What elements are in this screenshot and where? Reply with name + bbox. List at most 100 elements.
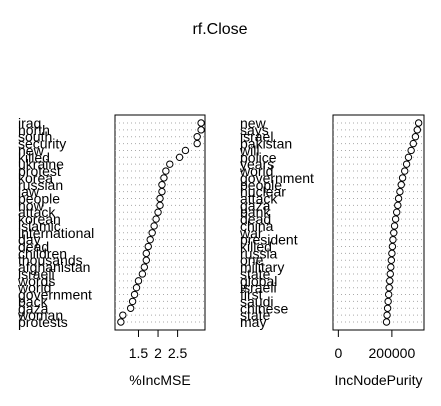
row-label: saudi [240,293,273,309]
data-point [142,249,151,258]
data-point [409,139,417,148]
data-point [158,187,166,196]
row-label: back [18,293,49,309]
row-label: government [240,170,314,186]
row-label: nuclear [240,184,286,200]
row-label: day [18,232,41,248]
row-label: words [17,273,55,289]
x-tick-label: 2.5 [168,345,188,361]
x-axis-label: IncNodePurity [335,372,423,388]
row-label: korean [18,211,61,227]
data-point [148,229,156,237]
data-point [404,153,413,162]
data-point [134,277,143,285]
data-point [382,318,391,326]
data-point [386,277,394,285]
row-label: attack [240,190,278,206]
row-label: world [17,280,51,296]
data-point [414,119,423,127]
row-label: islamic [18,218,61,234]
data-point [390,222,399,230]
data-point [397,181,405,189]
x-axis-label: %IncMSE [129,372,190,388]
data-point [389,235,397,244]
row-label: global [240,273,277,289]
row-label: south [18,129,52,145]
data-point [402,160,411,168]
data-point [119,311,127,319]
data-point [175,153,184,162]
row-label: military [240,259,284,275]
data-point [396,187,404,196]
row-label: israel [240,129,273,145]
row-label: president [240,232,298,248]
data-point [384,290,393,299]
plot-frame [114,114,206,331]
row-label: dead [240,211,271,227]
data-point [156,194,164,203]
row-label: security [18,136,66,152]
data-point [390,229,398,237]
x-tick-label: 200000 [369,345,416,361]
row-label: may [240,314,266,330]
row-label: gaza [240,197,271,213]
row-label: iraq [18,115,41,131]
row-label: russia [240,245,278,261]
row-label: afghanistan [18,259,90,275]
data-point [126,304,135,312]
row-label: will [239,142,259,158]
data-point [385,283,393,292]
data-point [162,167,170,175]
data-point [407,146,415,155]
x-tick-label: 2 [154,345,162,361]
data-point [154,208,162,216]
row-label: new [240,115,267,131]
row-label: thousands [18,252,83,268]
data-point [142,256,151,264]
row-label: chinese [240,300,288,316]
row-label: korea [18,170,53,186]
data-point [383,311,391,319]
row-label: war [239,225,263,241]
row-label: people [18,190,60,206]
data-point [387,263,395,271]
data-point [152,215,160,223]
chart-title: rf.Close [192,21,247,38]
row-label: says [240,122,269,138]
data-point [393,208,401,216]
data-point [138,270,147,278]
row-label: new [18,142,45,158]
row-label: first [240,287,263,303]
data-point [388,249,396,258]
row-label: children [18,245,67,261]
data-point [197,119,205,127]
row-label: dead [18,239,49,255]
row-label: state [240,266,271,282]
data-point [387,256,396,264]
row-label: north [18,122,50,138]
data-point [193,139,201,148]
data-point [146,235,154,244]
data-point [150,222,158,230]
data-point [411,133,420,141]
data-point [388,242,397,251]
panel-2: newsaysisraelpakistanwillpoliceyearsworl… [239,114,425,388]
data-point [130,290,139,299]
row-label: people [240,177,282,193]
data-point [391,215,400,223]
data-point [144,242,152,251]
data-point [398,174,407,182]
row-label: gaza [18,300,49,316]
data-point [140,263,149,271]
data-point [132,283,141,292]
row-label: one [240,252,264,268]
row-label: law [18,184,40,200]
data-point [156,201,164,210]
row-label: israeli [18,266,55,282]
row-label: world [239,163,273,179]
row-label: china [240,218,274,234]
data-point [160,174,168,182]
data-point [383,304,392,312]
row-label: protest [18,163,61,179]
row-label: killed [240,239,272,255]
